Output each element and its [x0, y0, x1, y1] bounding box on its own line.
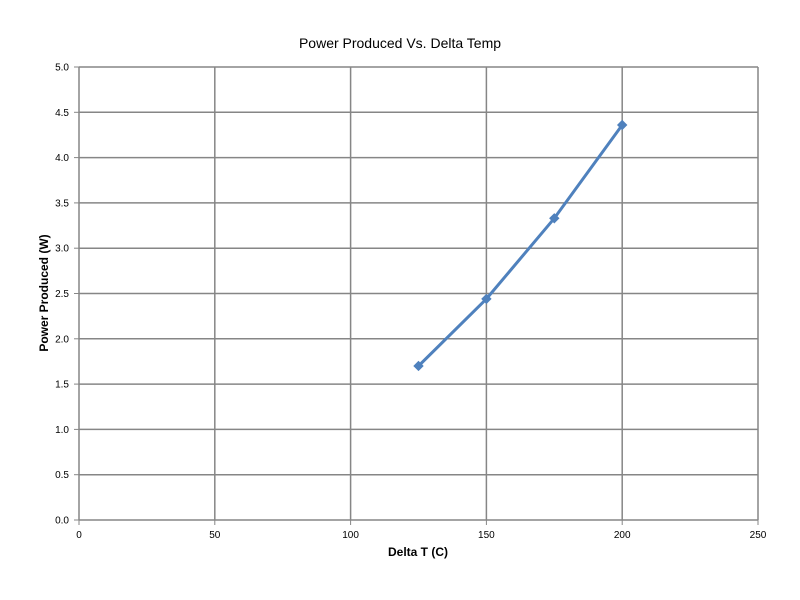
- y-tick-label: 2.0: [55, 334, 69, 345]
- data-point: [616, 119, 628, 131]
- x-tick-labels: 0 50 100 150 200 250: [76, 530, 767, 541]
- data-point: [549, 213, 560, 224]
- y-tick-label: 4.0: [55, 153, 69, 164]
- x-tick-label: 50: [209, 530, 221, 541]
- x-tick-label: 250: [750, 530, 767, 541]
- chart-title: Power Produced Vs. Delta Temp: [299, 35, 501, 51]
- x-tick-label: 100: [342, 530, 359, 541]
- y-tick-labels: 0.0 0.5 1.0 1.5 2.0 2.5 3.0 3.5 4.0 4.5 5.0: [55, 63, 69, 527]
- x-tick-label: 150: [478, 530, 495, 541]
- x-axis-title: Delta T (C): [388, 545, 448, 559]
- y-tick-label: 1.0: [55, 425, 69, 436]
- x-tick-label: 200: [614, 530, 631, 541]
- series-line: [417, 124, 624, 368]
- y-axis-title: Power Produced (W): [37, 234, 51, 351]
- y-tick-label: 5.0: [55, 63, 69, 74]
- axes: [74, 66, 759, 525]
- y-tick-label: 2.5: [55, 289, 69, 300]
- y-tick-label: 1.5: [55, 380, 69, 391]
- series-group: [413, 119, 628, 372]
- data-point: [481, 293, 492, 305]
- data-point: [413, 360, 424, 372]
- y-tick-label: 3.0: [55, 244, 69, 255]
- y-tick-label: 0.0: [55, 516, 69, 527]
- x-tick-label: 0: [76, 530, 82, 541]
- y-tick-label: 3.5: [55, 198, 69, 209]
- gridlines: [79, 66, 759, 520]
- y-tick-label: 0.5: [55, 470, 69, 481]
- y-tick-label: 4.5: [55, 108, 69, 119]
